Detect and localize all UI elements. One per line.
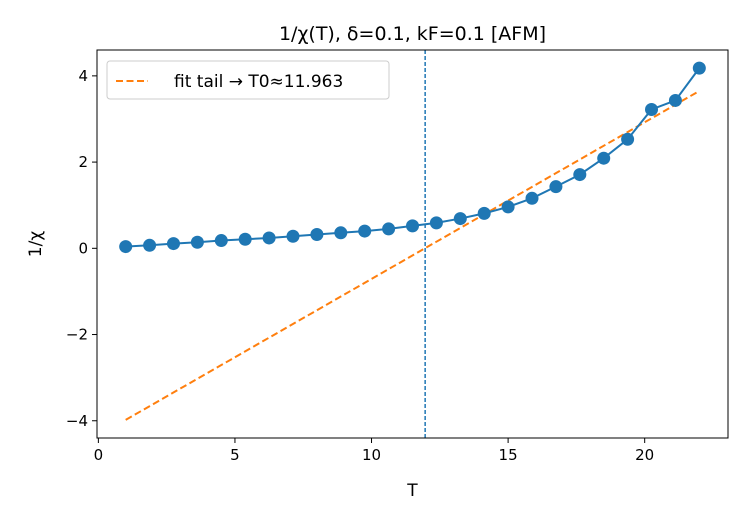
x-tick-label: 15 xyxy=(499,446,518,464)
plot-area xyxy=(119,50,706,438)
y-tick-label: −4 xyxy=(66,412,88,430)
x-axis-label: T xyxy=(406,481,418,501)
y-tick-label: 0 xyxy=(78,239,88,257)
y-tick-label: 4 xyxy=(78,67,88,85)
data-point xyxy=(406,219,419,233)
legend-fit-label: fit tail → T0≈11.963 xyxy=(174,72,343,92)
legend: fit tail → T0≈11.963 xyxy=(106,60,390,100)
y-tick-label: 2 xyxy=(78,153,88,171)
data-point xyxy=(166,237,180,251)
plot-frame xyxy=(96,49,729,439)
x-tick-label: 5 xyxy=(230,446,240,464)
data-point xyxy=(692,61,706,75)
data-point xyxy=(334,226,348,240)
data-point xyxy=(382,222,396,236)
y-axis-ticks: −4 −2 0 2 4 xyxy=(66,67,97,430)
y-tick-label: −2 xyxy=(66,326,88,344)
data-point xyxy=(668,93,682,107)
y-axis-label: 1/χ xyxy=(26,231,46,258)
data-point xyxy=(477,206,491,220)
data-point xyxy=(645,102,659,116)
data-point xyxy=(262,231,276,245)
x-tick-label: 0 xyxy=(94,446,104,464)
data-point xyxy=(190,235,204,249)
data-point xyxy=(549,180,563,194)
fit-tail-line xyxy=(125,90,700,421)
data-point xyxy=(429,216,443,230)
data-point xyxy=(597,151,611,165)
data-point xyxy=(501,200,515,214)
chart-title: 1/χ(T), δ=0.1, kF=0.1 [AFM] xyxy=(279,23,546,45)
data-point xyxy=(310,228,324,242)
data-point xyxy=(143,238,157,252)
data-point xyxy=(573,168,587,182)
series-layer xyxy=(119,61,706,421)
x-tick-label: 20 xyxy=(635,446,654,464)
x-axis-ticks: 0 5 10 15 20 xyxy=(94,438,654,464)
data-point xyxy=(525,191,539,205)
legend-frame xyxy=(106,60,390,100)
data-point xyxy=(358,224,372,238)
data-point xyxy=(621,132,635,146)
data-point xyxy=(286,229,300,243)
data-point xyxy=(453,212,467,226)
data-point xyxy=(214,234,228,248)
data-point xyxy=(238,232,252,246)
data-point xyxy=(119,240,133,254)
x-tick-label: 10 xyxy=(362,446,381,464)
